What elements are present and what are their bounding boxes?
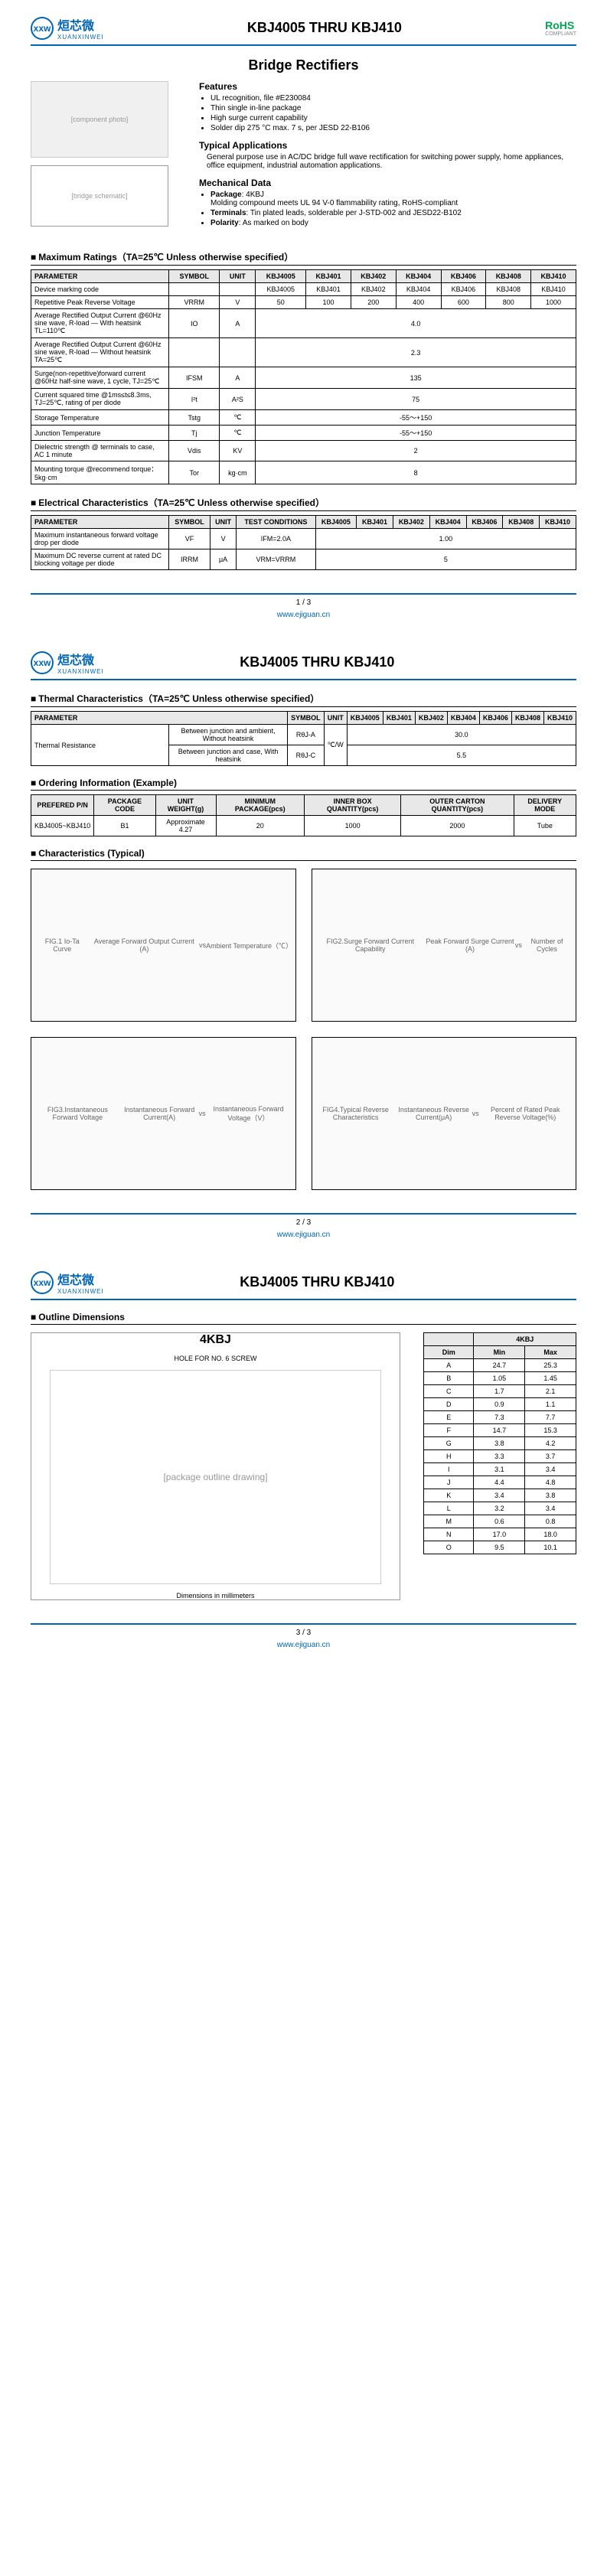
mechanical-title: Mechanical Data: [199, 178, 576, 188]
feature-item: High surge current capability: [210, 114, 576, 122]
component-photo: [component photo]: [31, 81, 168, 158]
part-range: KBJ4005 THRU KBJ410: [240, 654, 394, 670]
page-header: xxw 烜芯微 XUANXINWEI KBJ4005 THRU KBJ410: [31, 1270, 576, 1300]
footer-1: 1 / 3 www.ejiguan.cn: [31, 593, 576, 619]
page-number: 1 / 3: [31, 598, 576, 607]
intro-images: [component photo] [bridge schematic]: [31, 81, 184, 235]
main-title: Bridge Rectifiers: [31, 57, 576, 73]
footer-url: www.ejiguan.cn: [31, 1641, 576, 1649]
mech-item: Package: 4KBJMolding compound meets UL 9…: [210, 191, 576, 207]
page-2: xxw 烜芯微 XUANXINWEI KBJ4005 THRU KBJ410 T…: [0, 634, 607, 1254]
feature-item: Solder dip 275 °C max. 7 s, per JESD 22-…: [210, 124, 576, 132]
footer-2: 2 / 3 www.ejiguan.cn: [31, 1213, 576, 1239]
logo-brand-en: XUANXINWEI: [57, 1288, 104, 1295]
chart-fig3: FIG3.Instantaneous Forward VoltageInstan…: [31, 1037, 296, 1190]
package-label: 4KBJ: [200, 1333, 231, 1347]
schematic-diagram: [bridge schematic]: [31, 165, 168, 227]
page-3: xxw 烜芯微 XUANXINWEI KBJ4005 THRU KBJ410 O…: [0, 1254, 607, 1665]
logo: xxw 烜芯微 XUANXINWEI: [31, 1270, 104, 1295]
thermal-table: PARAMETERSYMBOLUNITKBJ4005KBJ401KBJ402KB…: [31, 711, 576, 766]
chart-fig2: FIG2.Surge Forward Current CapabilityPea…: [312, 869, 577, 1022]
applications-text: General purpose use in AC/DC bridge full…: [207, 153, 576, 170]
mech-item: Polarity: As marked on body: [210, 219, 576, 227]
part-range: KBJ4005 THRU KBJ410: [240, 1274, 394, 1290]
logo-icon: xxw: [31, 1271, 54, 1294]
logo-icon: xxw: [31, 651, 54, 674]
features-list: UL recognition, file #E230084 Thin singl…: [210, 94, 576, 132]
intro-text: Features UL recognition, file #E230084 T…: [199, 81, 576, 235]
max-ratings-title: Maximum Ratings（TA=25℃ Unless otherwise …: [31, 250, 576, 266]
mech-item: Terminals: Tin plated leads, solderable …: [210, 209, 576, 217]
dimensions-section: 4KBJ HOLE FOR NO. 6 SCREW [package outli…: [31, 1332, 576, 1600]
chart-fig1: FIG.1 Io-Ta CurveAverage Forward Output …: [31, 869, 296, 1022]
dimension-table: 4KBJDimMinMaxA24.725.3B1.051.45C1.72.1D0…: [423, 1332, 576, 1554]
part-range: KBJ4005 THRU KBJ410: [247, 20, 402, 36]
logo-brand-en: XUANXINWEI: [57, 34, 104, 41]
thermal-title: Thermal Characteristics（TA=25℃ Unless ot…: [31, 692, 576, 707]
logo-brand-cn: 烜芯微: [57, 15, 104, 34]
footer-3: 3 / 3 www.ejiguan.cn: [31, 1623, 576, 1649]
intro-section: [component photo] [bridge schematic] Fea…: [31, 81, 576, 235]
logo-brand-cn: 烜芯微: [57, 1270, 104, 1288]
rohs-badge: RoHS COMPLIANT: [545, 19, 576, 37]
rohs-label: RoHS: [545, 19, 576, 31]
page-number: 2 / 3: [31, 1218, 576, 1227]
feature-item: Thin single in-line package: [210, 104, 576, 112]
hole-note: HOLE FOR NO. 6 SCREW: [174, 1355, 256, 1362]
logo-brand-en: XUANXINWEI: [57, 668, 104, 675]
dimension-table-wrapper: 4KBJDimMinMaxA24.725.3B1.051.45C1.72.1D0…: [423, 1332, 576, 1600]
logo-brand-cn: 烜芯微: [57, 650, 104, 668]
ordering-table: PREFERED P/NPACKAGE CODEUNIT WEIGHT(g)MI…: [31, 794, 576, 836]
outline-title: Outline Dimensions: [31, 1312, 576, 1325]
mechanical-list: Package: 4KBJMolding compound meets UL 9…: [210, 191, 576, 227]
page-number: 3 / 3: [31, 1629, 576, 1637]
page-1: xxw 烜芯微 XUANXINWEI KBJ4005 THRU KBJ410 R…: [0, 0, 607, 634]
elec-char-title: Electrical Characteristics（TA=25℃ Unless…: [31, 496, 576, 511]
rohs-sub: COMPLIANT: [545, 31, 576, 37]
elec-char-table: PARAMETERSYMBOLUNITTEST CONDITIONSKBJ400…: [31, 515, 576, 570]
max-ratings-table: PARAMETERSYMBOLUNITKBJ4005KBJ401KBJ402KB…: [31, 269, 576, 484]
features-title: Features: [199, 81, 576, 92]
logo: xxw 烜芯微 XUANXINWEI: [31, 650, 104, 675]
applications-title: Typical Applications: [199, 140, 576, 151]
dimension-drawing: 4KBJ HOLE FOR NO. 6 SCREW [package outli…: [31, 1332, 400, 1600]
ordering-title: Ordering Information (Example): [31, 778, 576, 791]
logo-icon: xxw: [31, 17, 54, 40]
page-header: xxw 烜芯微 XUANXINWEI KBJ4005 THRU KBJ410 R…: [31, 15, 576, 46]
logo: xxw 烜芯微 XUANXINWEI: [31, 15, 104, 41]
page-header: xxw 烜芯微 XUANXINWEI KBJ4005 THRU KBJ410: [31, 650, 576, 680]
footer-url: www.ejiguan.cn: [31, 1231, 576, 1239]
chart-fig4: FIG4.Typical Reverse CharacteristicsInst…: [312, 1037, 577, 1190]
charts-grid: FIG.1 Io-Ta CurveAverage Forward Output …: [31, 869, 576, 1190]
dim-note: Dimensions in millimeters: [176, 1592, 254, 1599]
characteristics-title: Characteristics (Typical): [31, 848, 576, 861]
feature-item: UL recognition, file #E230084: [210, 94, 576, 103]
footer-url: www.ejiguan.cn: [31, 611, 576, 619]
